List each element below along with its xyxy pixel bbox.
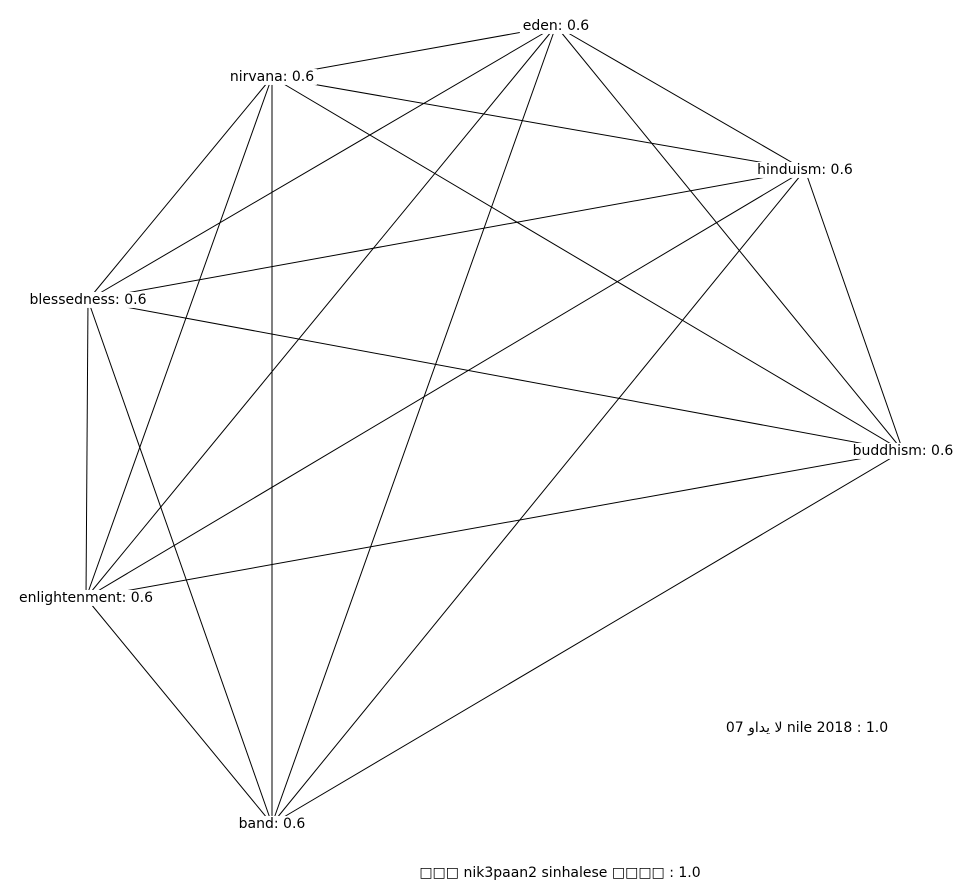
graph-edge-buddhism-enlightenment (85, 450, 904, 599)
graph-edge-eden-enlightenment (85, 25, 557, 599)
node-label-hinduism: hinduism: 0.6 (754, 161, 856, 179)
graph-edge-blessedness-buddhism (87, 299, 904, 452)
node-label-eden: eden: 0.6 (519, 17, 593, 35)
graph-edge-enlightenment-band (85, 597, 273, 825)
graph-edge-eden-buddhism (555, 25, 904, 452)
graph-edge-eden-nirvana (271, 25, 557, 78)
node-label-wadi-al-nile-2018: 07 وادي ال nile 2018 : 1.0 (722, 719, 892, 737)
graph-edge-hinduism-buddhism (804, 169, 904, 452)
graph-edge-hinduism-blessedness (87, 169, 806, 301)
graph-edge-blessedness-enlightenment (85, 299, 89, 599)
graph-edge-eden-blessedness (87, 25, 557, 301)
graph-edge-nirvana-enlightenment (85, 76, 273, 599)
graph-edge-eden-hinduism (555, 25, 806, 171)
node-label-enlightenment: enlightenment: 0.6 (15, 589, 157, 607)
graph-edge-buddhism-band (271, 450, 904, 825)
node-label-nirvana: nirvana: 0.6 (226, 68, 318, 86)
graph-edge-hinduism-band (271, 169, 806, 825)
node-label-blessedness: blessedness: 0.6 (26, 291, 150, 309)
graph-edge-blessedness-band (87, 299, 273, 825)
node-label-nik3paan2-sinhalese: □□□ nik3paan2 sinhalese □□□□ : 1.0 (416, 864, 704, 882)
node-label-buddhism: buddhism: 0.6 (849, 442, 957, 460)
graph-edge-nirvana-buddhism (271, 76, 904, 452)
node-label-band: band: 0.6 (235, 815, 309, 833)
graph-edge-hinduism-enlightenment (85, 169, 806, 599)
graph-edge-nirvana-hinduism (271, 76, 806, 171)
graph-edge-nirvana-blessedness (87, 76, 273, 301)
graph-edge-eden-band (271, 25, 557, 825)
